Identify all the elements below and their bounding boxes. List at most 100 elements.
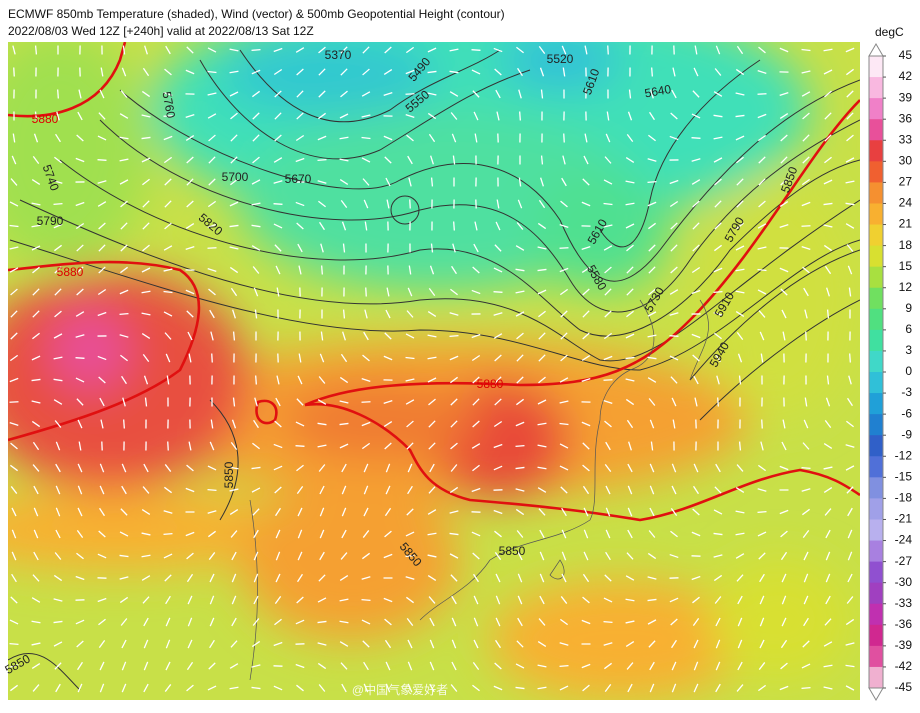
wind-arrow [252, 50, 261, 51]
wind-arrow [256, 376, 257, 385]
colorbar-tick-label: -30 [895, 575, 913, 589]
colorbar-segment [869, 414, 883, 436]
colorbar-segment [869, 267, 883, 289]
colorbar-segment [869, 456, 883, 478]
wind-arrow [520, 112, 521, 121]
wind-arrow [366, 288, 367, 297]
colorbar-tick-label: 39 [899, 90, 913, 104]
wind-arrow [740, 442, 741, 451]
colorbar-unit: degC [875, 25, 904, 39]
wind-arrow [762, 420, 763, 429]
wind-arrow [120, 314, 129, 315]
colorbar-bottom [869, 688, 883, 700]
wind-arrow [494, 292, 503, 293]
contour-label: 5700 [222, 170, 249, 184]
wind-arrow [164, 534, 173, 535]
wind-arrow [274, 204, 283, 205]
colorbar-tick-label: -33 [895, 596, 913, 610]
wind-arrow [296, 446, 305, 447]
colorbar-tick-label: 12 [899, 280, 913, 294]
contour-label: 5520 [547, 52, 574, 66]
wind-arrow [692, 138, 701, 139]
title: ECMWF 850mb Temperature (shaded), Wind (… [8, 7, 505, 21]
colorbar-tick-label: -9 [901, 427, 912, 441]
colorbar-tick-label: 24 [899, 196, 913, 210]
wind-arrow [560, 666, 569, 667]
colorbar-segment [869, 288, 883, 310]
wind-arrow [718, 398, 719, 407]
colorbar-tick-label: 27 [899, 175, 913, 189]
wind-arrow [802, 468, 811, 469]
colorbar-tick-label: -3 [901, 385, 912, 399]
colorbar: 4542393633302724211815129630-3-6-9-12-15… [869, 44, 912, 700]
contour-label: 5880 [32, 112, 59, 126]
wind-arrow [608, 46, 609, 55]
colorbar-tick-label: -36 [895, 617, 913, 631]
colorbar-tick-label: -27 [895, 554, 913, 568]
colorbar-tick-label: 0 [905, 364, 912, 378]
colorbar-tick-label: -15 [895, 470, 913, 484]
wind-arrow [604, 622, 613, 623]
wind-arrow [432, 178, 433, 187]
wind-arrow [850, 354, 851, 363]
wind-arrow [454, 222, 455, 231]
colorbar-segment [869, 393, 883, 415]
wind-arrow [802, 688, 811, 689]
wind-arrow [208, 490, 217, 491]
wind-arrow [828, 310, 829, 319]
wind-arrow [318, 160, 327, 161]
colorbar-segment [869, 625, 883, 647]
wind-arrow [98, 160, 107, 161]
map-area [0, 0, 860, 700]
colorbar-segment [869, 667, 883, 689]
colorbar-segment [869, 182, 883, 204]
colorbar-tick-label: -24 [895, 533, 913, 547]
contour-label: 5370 [325, 48, 352, 62]
wind-arrow [648, 182, 657, 183]
wind-arrow [516, 446, 525, 447]
wind-arrow [806, 332, 807, 341]
colorbar-segment [869, 541, 883, 563]
contour-label: 5850 [499, 544, 526, 558]
contour-label: 5880 [57, 265, 84, 279]
wind-arrow [472, 50, 481, 51]
wind-arrow [76, 358, 85, 359]
colorbar-tick-label: 18 [899, 238, 913, 252]
colorbar-segment [869, 519, 883, 541]
wind-arrow [58, 90, 59, 99]
colorbar-segment [869, 246, 883, 268]
colorbar-segment [869, 583, 883, 605]
wind-arrow [322, 266, 323, 275]
colorbar-tick-label: 45 [899, 48, 913, 62]
colorbar-segment [869, 203, 883, 225]
wind-arrow [168, 442, 169, 451]
subtitle: 2022/08/03 Wed 12Z [+240h] valid at 2022… [8, 24, 314, 38]
wind-arrow [410, 200, 411, 209]
colorbar-tick-label: -12 [895, 448, 913, 462]
wind-arrow [542, 156, 543, 165]
colorbar-segment [869, 477, 883, 499]
colorbar-tick-label: -18 [895, 491, 913, 505]
contour-label: 5880 [477, 377, 504, 391]
colorbar-tick-label: -21 [895, 512, 913, 526]
wind-arrow [344, 310, 345, 319]
colorbar-tick-label: 36 [899, 111, 913, 125]
wind-arrow [714, 292, 723, 293]
contour-label: 5670 [285, 172, 312, 186]
wind-arrow [758, 512, 767, 513]
colorbar-tick-label: -45 [895, 680, 913, 694]
wind-arrow [14, 68, 15, 77]
colorbar-segment [869, 98, 883, 120]
wind-arrow [54, 204, 63, 205]
contour-label: 5790 [37, 214, 64, 228]
colorbar-segment [869, 309, 883, 331]
colorbar-tick-label: -42 [895, 659, 913, 673]
wind-arrow [234, 332, 235, 341]
colorbar-segment [869, 225, 883, 247]
colorbar-tick-label: -39 [895, 638, 913, 652]
colorbar-tick-label: 42 [899, 69, 913, 83]
colorbar-tick-label: 30 [899, 154, 913, 168]
colorbar-segment [869, 140, 883, 162]
